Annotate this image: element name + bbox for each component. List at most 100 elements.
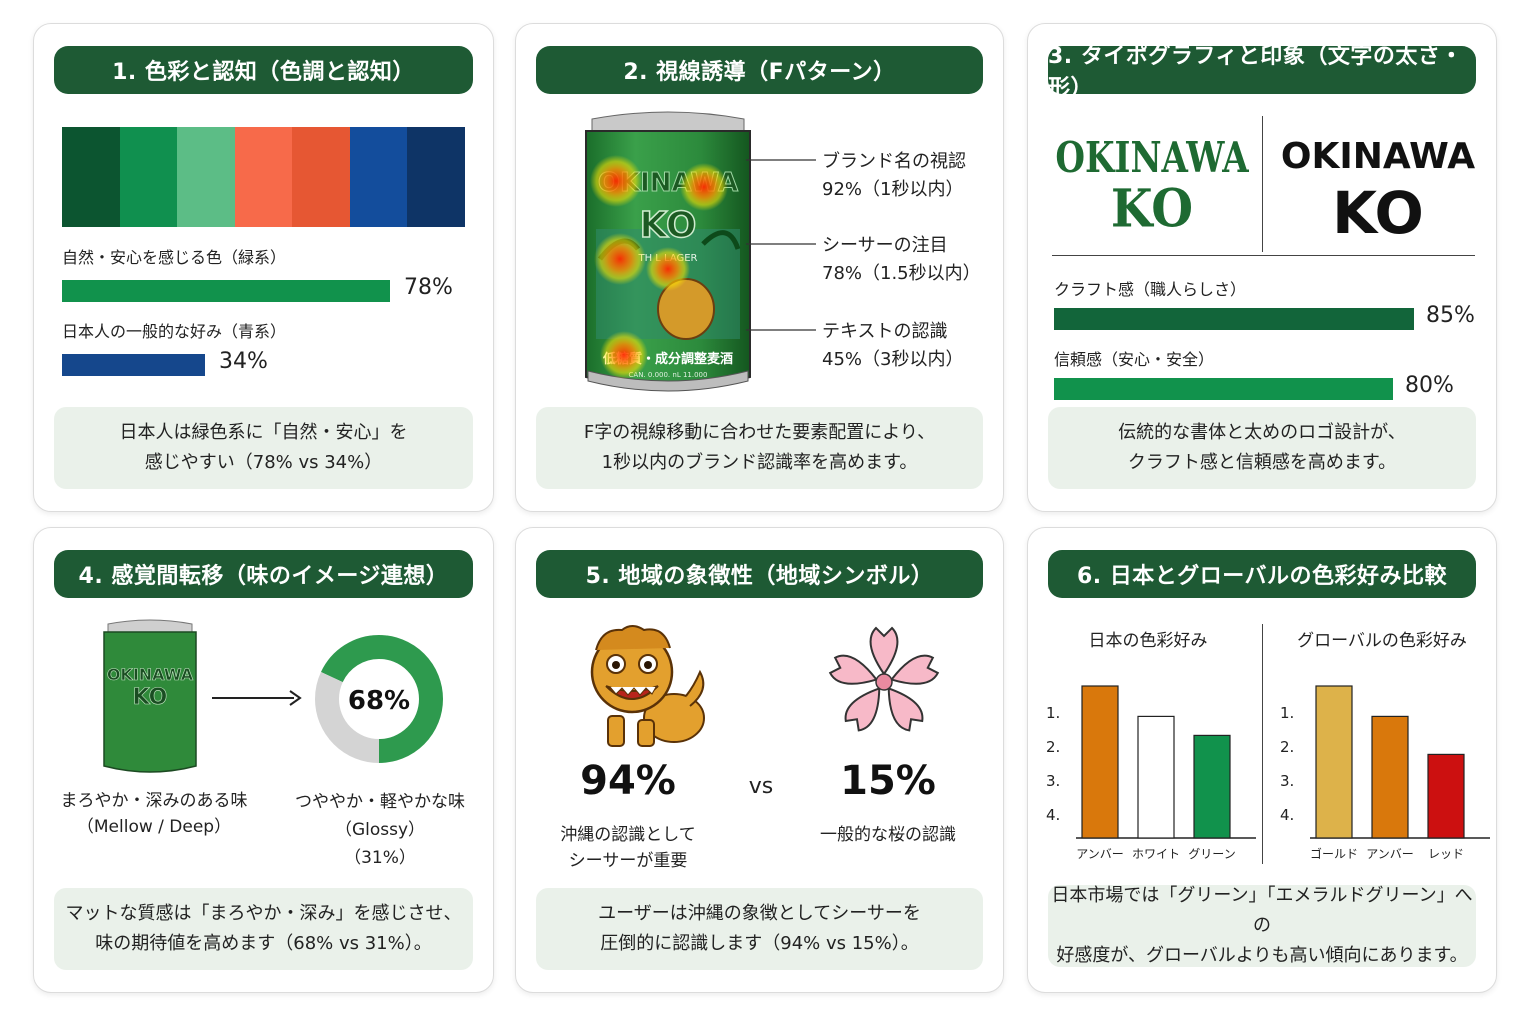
can-bottom-rim [587, 370, 749, 392]
summary-note: 伝統的な書体と太めのロゴ設計が、 クラフト感と信頼感を高めます。 [1048, 407, 1476, 489]
bar-category-label: 信頼感（安心・安全） [1054, 350, 1215, 369]
card-title: 6. 日本とグローバルの色彩好み比較 [1048, 550, 1476, 598]
callout-value: 78%（1.5秒以内） [822, 263, 981, 284]
x-tick-label: アンバー [1366, 847, 1414, 860]
x-tick-label: グリーン [1188, 847, 1235, 860]
summary-note: 日本人は緑色系に「自然・安心」を 感じやすい（78% vs 34%） [54, 407, 473, 489]
summary-note: 日本市場では「グリーン」「エメラルドグリーン」への 好感度が、グローバルよりも高… [1048, 885, 1476, 967]
stat-caption: シーサーが重要 [568, 851, 688, 871]
y-tick-label: 2. [1046, 738, 1060, 756]
card-title: 4. 感覚間転移（味のイメージ連想） [54, 550, 473, 598]
stat-value: 94% [580, 758, 676, 804]
stat-value: 15% [840, 758, 936, 804]
card-color-preference: 6. 日本とグローバルの色彩好み比較 日本の色彩好み 1. 2. 3. 4. アンバー ホワ… [1027, 527, 1497, 993]
arrow-right-icon [212, 690, 302, 706]
callout-value: 92%（1秒以内） [822, 179, 964, 200]
matte-caption: まろやか・深みのある味 （Mellow / Deep） [44, 788, 264, 840]
note-line: F字の視線移動に合わせた要素配置により、 [583, 422, 936, 443]
color-swatch [234, 127, 293, 227]
caption-line: （31%） [344, 848, 416, 868]
card-color-cognition: 1. 色彩と認知（色調と認知） 自然・安心を感じる色（緑系） 78% 日本人の一般的… [33, 23, 494, 512]
note-line: クラフト感と信頼感を高めます。 [1127, 452, 1397, 473]
note-line: 圧倒的に認識します（94% vs 15%）。 [600, 933, 919, 954]
callout-value: 45%（3秒以内） [822, 349, 964, 370]
bar-mark [62, 280, 390, 302]
card-regional-symbol: 5. 地域の象徴性（地域シンボル） 94% 沖縄の認識として シーサーが重要 15% 一… [515, 527, 1004, 993]
caption-line: つややか・軽やかな味 [295, 792, 465, 812]
callout-title: テキストの認識 [822, 321, 948, 342]
y-tick-label: 1. [1046, 704, 1060, 722]
note-line: マットな質感は「まろやか・深み」を感じさせ、 [65, 903, 462, 924]
color-swatch-strip [62, 127, 466, 227]
callout-shisa: シーサーの注目 78%（1.5秒以内） [822, 232, 981, 288]
chart-title: グローバルの色彩好み [1297, 631, 1467, 651]
note-line: 伝統的な書体と太めのロゴ設計が、 [1118, 422, 1406, 443]
heat-spot [590, 155, 642, 207]
note-line: 日本市場では「グリーン」「エメラルドグリーン」への [1051, 885, 1473, 936]
bar-value-label: 80% [1405, 373, 1454, 398]
shisa-icon [590, 625, 705, 747]
donut-center-label: 68% [348, 686, 410, 716]
bar-value-label: 85% [1426, 303, 1475, 328]
callout-text: テキストの認識 45%（3秒以内） [822, 318, 963, 374]
donut-slice [315, 635, 443, 763]
x-tick-label: ゴールド [1310, 846, 1358, 860]
x-tick-label: アンバー [1076, 847, 1124, 860]
color-swatch [407, 127, 466, 227]
logo-divider [1262, 116, 1263, 252]
heat-spot [680, 163, 728, 211]
note-line: 感じやすい（78% vs 34%） [144, 452, 383, 473]
symbol-recognition-stats: 94% 沖縄の認識として シーサーが重要 15% 一般的な桜の認識 [516, 750, 1005, 880]
summary-note: ユーザーは沖縄の象徴としてシーサーを 圧倒的に認識します（94% vs 15%）… [536, 888, 983, 970]
logo-traditional: OKINAWA KO [1052, 133, 1252, 240]
card-title: 5. 地域の象徴性（地域シンボル） [536, 550, 983, 598]
caption-line: （Glossy） [334, 820, 426, 840]
logo-bold: OKINAWA KO [1278, 134, 1478, 246]
bar-mark [1315, 685, 1353, 839]
global-color-preference-chart: グローバルの色彩好み 1. 2. 3. 4. ゴールド アンバー レッド [1280, 631, 1490, 860]
y-tick-label: 4. [1280, 806, 1294, 824]
summary-note: F字の視線移動に合わせた要素配置により、 1秒以内のブランド認識率を高めます。 [536, 407, 983, 489]
logo-line: OKINAWA [1280, 136, 1476, 177]
bar-category-label: クラフト感（職人らしさ） [1054, 280, 1247, 299]
caption-line: まろやか・深みのある味 [60, 791, 248, 811]
color-swatch [62, 127, 120, 227]
card-title: 3. タイポグラフィと印象（文字の太さ・形） [1048, 44, 1476, 101]
can-ko-text: KO [640, 205, 697, 246]
y-tick-label: 2. [1280, 738, 1294, 756]
bar-mark [1081, 685, 1119, 839]
can-small-text: CAN. 0.000. nL 11.000 [629, 371, 708, 379]
note-line: 好感度が、グローバルよりも高い傾向にあります。 [1056, 945, 1468, 966]
note-line: 味の期待値を高めます（68% vs 31%）。 [95, 933, 432, 954]
color-swatch [349, 127, 408, 227]
logo-underline [1052, 255, 1475, 256]
x-tick-label: ホワイト [1132, 847, 1180, 860]
bar-mark [1137, 715, 1175, 839]
y-tick-label: 3. [1046, 772, 1060, 790]
card-sensory-transfer: 4. 感覚間転移（味のイメージ連想） OKINAWA KO 68% まろやか・深… [33, 527, 494, 993]
bar-category-label: 自然・安心を感じる色（緑系） [62, 248, 287, 267]
summary-note: マットな質感は「まろやか・深み」を感じさせ、 味の期待値を高めます（68% vs… [54, 888, 473, 970]
card-typography: 3. タイポグラフィと印象（文字の太さ・形） OKINAWA KO OKINAW… [1027, 23, 1497, 512]
color-swatch [119, 127, 178, 227]
note-line: 日本人は緑色系に「自然・安心」を [119, 422, 408, 443]
heatmap-can-illustration: OKINAWA KO TH L LAGER 低糖質・成分調整麦酒 CAN. 0.… [585, 111, 751, 392]
heat-spot [646, 247, 690, 291]
color-swatch [177, 127, 235, 227]
note-line: 1秒以内のブランド認識率を高めます。 [601, 452, 918, 473]
y-tick-label: 4. [1046, 806, 1060, 824]
bar-mark [1371, 715, 1409, 839]
vs-label: vs [748, 774, 774, 799]
glossy-donut-chart: 68% [315, 635, 443, 763]
bar-mark [1193, 734, 1231, 839]
callout-title: ブランド名の視認 [822, 151, 966, 172]
card-title: 2. 視線誘導（Fパターン） [536, 46, 983, 94]
glossy-caption: つややか・軽やかな味 （Glossy） （31%） [280, 788, 480, 872]
y-tick-label: 3. [1280, 772, 1294, 790]
note-line: ユーザーは沖縄の象徴としてシーサーを [598, 903, 921, 924]
callout-title: シーサーの注目 [822, 235, 948, 256]
caption-line: （Mellow / Deep） [76, 817, 232, 837]
callout-lines [746, 159, 816, 331]
heat-spot [600, 331, 648, 379]
